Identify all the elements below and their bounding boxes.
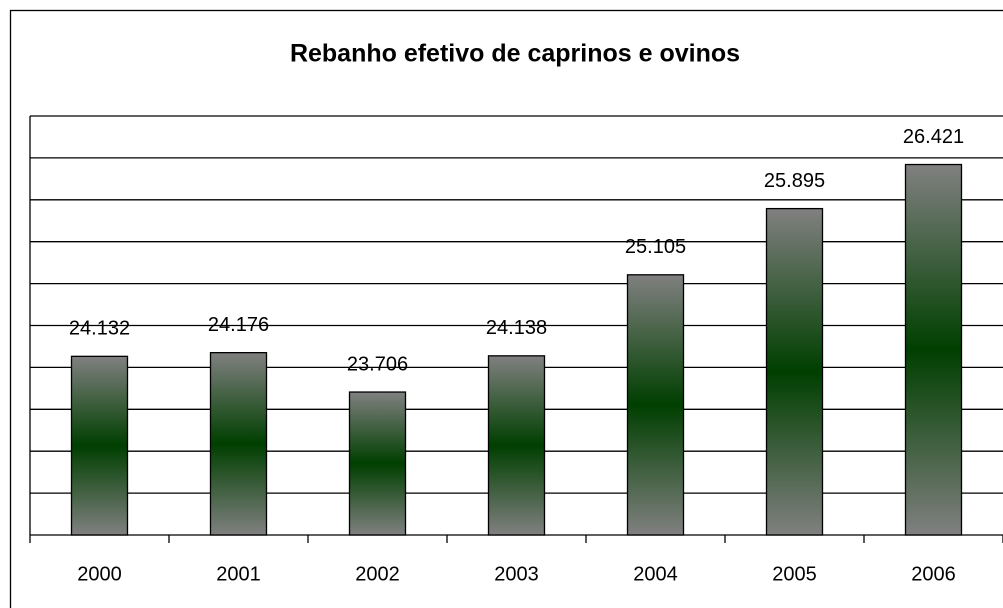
x-tick-label: 2001 <box>216 563 261 585</box>
x-tick-label: 2000 <box>77 563 122 585</box>
data-label: 24.176 <box>208 314 269 336</box>
bar <box>626 274 685 536</box>
x-tick-label: 2004 <box>633 563 678 585</box>
bar <box>487 355 546 536</box>
data-label: 25.105 <box>625 236 686 258</box>
data-label: 26.421 <box>903 126 964 148</box>
x-tick-label: 2005 <box>772 563 817 585</box>
data-label: 23.706 <box>347 353 408 375</box>
data-label: 24.132 <box>69 318 130 340</box>
bar <box>765 207 824 536</box>
bar <box>70 355 129 536</box>
data-label: 25.895 <box>764 170 825 192</box>
x-tick-label: 2002 <box>355 563 400 585</box>
bar <box>904 163 963 536</box>
x-tick-label: 2006 <box>911 563 956 585</box>
x-tick-label: 2003 <box>494 563 539 585</box>
bar <box>209 352 268 536</box>
chart-title: Rebanho efetivo de caprinos e ovinos <box>290 40 740 68</box>
bar <box>348 391 407 536</box>
data-label: 24.138 <box>486 317 547 339</box>
